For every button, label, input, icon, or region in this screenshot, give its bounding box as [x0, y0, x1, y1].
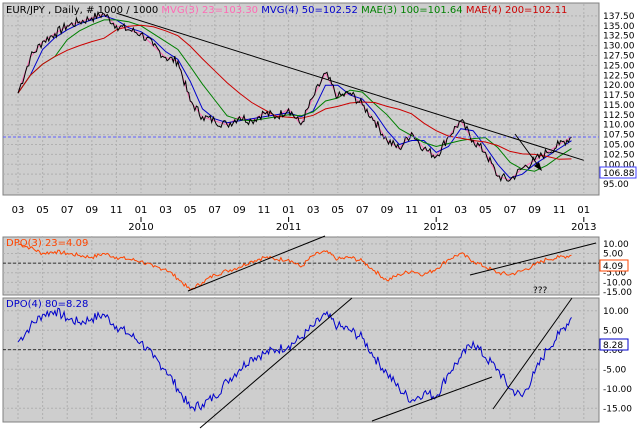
price-current-badge: 106.88 — [599, 166, 637, 179]
y-tick-label: 110.00 — [603, 121, 635, 131]
dpo4-line — [17, 307, 572, 413]
x-tick-label: 03 — [454, 205, 467, 216]
axis-labels: 03 05 07 09 11 01 03 05 07 09 11 01 03 05 07 09 11 01 03 05… — [12, 12, 635, 414]
dpo3-current-badge: 4.09 — [599, 259, 629, 272]
x-tick-label: 07 — [208, 205, 221, 216]
y-tick-label: -10.00 — [603, 278, 632, 288]
y-tick-label: 105.00 — [603, 141, 635, 151]
y-tick-label: -5.00 — [603, 269, 627, 279]
y-tick-label: 95.00 — [603, 180, 629, 190]
title-segment: MVG(4) 50=102.52 — [258, 5, 358, 16]
x-tick-label: 01 — [577, 205, 590, 216]
title-segment: DPO(3) 23=4.09 — [6, 238, 88, 249]
price-line — [17, 10, 572, 183]
y-tick-label: 132.50 — [603, 32, 635, 42]
x-tick-label: 01 — [430, 205, 443, 216]
dpo4-current-badge: 8.28 — [599, 338, 629, 351]
price-current-value: 106.88 — [603, 169, 635, 179]
y-tick-label: 107.50 — [603, 131, 635, 141]
x-tick-label: 09 — [528, 205, 541, 216]
year-label: 2013 — [571, 222, 596, 233]
x-tick-label: 07 — [504, 205, 517, 216]
y-tick-label: 130.00 — [603, 42, 635, 52]
x-tick-label: 03 — [159, 205, 172, 216]
grid-lines — [3, 4, 599, 421]
arrow-shaft — [514, 133, 541, 169]
dpo3-current-value: 4.09 — [603, 262, 623, 272]
y-tick-label: 122.50 — [603, 71, 635, 81]
x-tick-label: 09 — [381, 205, 394, 216]
title-segment: DPO(4) 80=8.28 — [6, 299, 88, 310]
price-trendline — [116, 12, 584, 161]
y-tick-label: 5.00 — [603, 249, 623, 259]
y-tick-label: 137.50 — [603, 12, 635, 22]
year-label: 2010 — [128, 222, 153, 233]
y-tick-label: -15.00 — [603, 404, 632, 414]
y-tick-label: 10.00 — [603, 307, 629, 317]
y-tick-label: 102.50 — [603, 150, 635, 160]
mae100-line — [17, 19, 572, 172]
year-label: 2012 — [423, 222, 448, 233]
y-tick-label: 120.00 — [603, 81, 635, 91]
y-tick-label: 117.50 — [603, 91, 635, 101]
year-label: 2011 — [276, 222, 301, 233]
dpo4-trendline-2 — [371, 376, 493, 422]
arrow-head — [534, 162, 542, 171]
x-tick-label: 01 — [135, 205, 148, 216]
x-tick-label: 11 — [405, 205, 418, 216]
dpo3-line — [17, 243, 572, 291]
title-segment: MAE(4) 200=102.11 — [463, 5, 568, 16]
y-tick-label: 5.00 — [603, 326, 623, 336]
trendlines — [3, 12, 599, 429]
dpo4-trendline-1 — [199, 297, 353, 429]
y-tick-label: 127.50 — [603, 51, 635, 61]
x-tick-label: 05 — [36, 205, 49, 216]
dpo3-trendline-1 — [187, 235, 326, 292]
dpo4-panel — [2, 297, 600, 423]
dpo4-trendline-3 — [492, 297, 573, 410]
dpo3-trendline-2 — [469, 242, 597, 276]
y-tick-label: 125.00 — [603, 61, 635, 71]
x-tick-label: 11 — [110, 205, 123, 216]
x-tick-label: 07 — [356, 205, 369, 216]
x-tick-label: 05 — [479, 205, 492, 216]
x-tick-label: 09 — [233, 205, 246, 216]
y-tick-label: 135.00 — [603, 22, 635, 32]
title-segment: EUR/JPY , Daily, # 1000 / 1000 — [6, 5, 158, 16]
dpo3-panel-title: DPO(3) 23=4.09 — [6, 238, 88, 249]
x-tick-label: 05 — [331, 205, 344, 216]
y-tick-label: -5.00 — [603, 365, 627, 375]
y-tick-label: 0.00 — [603, 346, 623, 356]
x-tick-label: 11 — [553, 205, 566, 216]
x-tick-label: 09 — [85, 205, 98, 216]
x-tick-label: 11 — [258, 205, 271, 216]
series-lines — [17, 10, 572, 413]
price-panel-title: EUR/JPY , Daily, # 1000 / 1000 MVG(3) 23… — [6, 5, 567, 16]
x-tick-label: 05 — [184, 205, 197, 216]
title-segment: MVG(3) 23=103.30 — [158, 5, 258, 16]
dpo3-annotation: ??? — [533, 286, 548, 296]
price-panel — [2, 2, 600, 196]
y-tick-label: 115.00 — [603, 101, 635, 111]
y-tick-label: 10.00 — [603, 240, 629, 250]
dpo3-panel — [2, 236, 600, 296]
x-tick-label: 03 — [12, 205, 25, 216]
y-tick-label: 112.50 — [603, 111, 635, 121]
y-tick-label: -10.00 — [603, 385, 632, 395]
dpo4-current-value: 8.28 — [603, 341, 623, 351]
x-tick-label: 07 — [61, 205, 74, 216]
y-tick-label: -15.00 — [603, 288, 632, 298]
title-segment: MAE(3) 100=101.64 — [358, 5, 463, 16]
dpo4-panel-title: DPO(4) 80=8.28 — [6, 299, 88, 310]
x-tick-label: 01 — [282, 205, 295, 216]
y-tick-label: 100.00 — [603, 160, 635, 170]
x-tick-label: 03 — [307, 205, 320, 216]
